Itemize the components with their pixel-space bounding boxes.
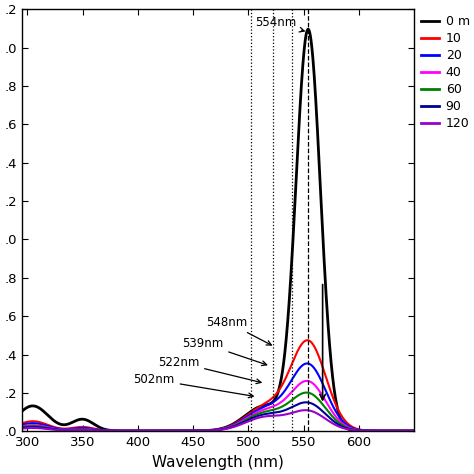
Text: 554nm: 554nm: [255, 16, 304, 32]
Legend: 0 m, 10, 20, 40, 60, 90, 120: 0 m, 10, 20, 40, 60, 90, 120: [421, 16, 470, 130]
Text: 548nm: 548nm: [207, 316, 271, 345]
Text: 522nm: 522nm: [158, 356, 261, 383]
X-axis label: Wavelength (nm): Wavelength (nm): [152, 455, 284, 470]
Text: 539nm: 539nm: [182, 337, 267, 365]
Text: 502nm: 502nm: [133, 373, 253, 398]
